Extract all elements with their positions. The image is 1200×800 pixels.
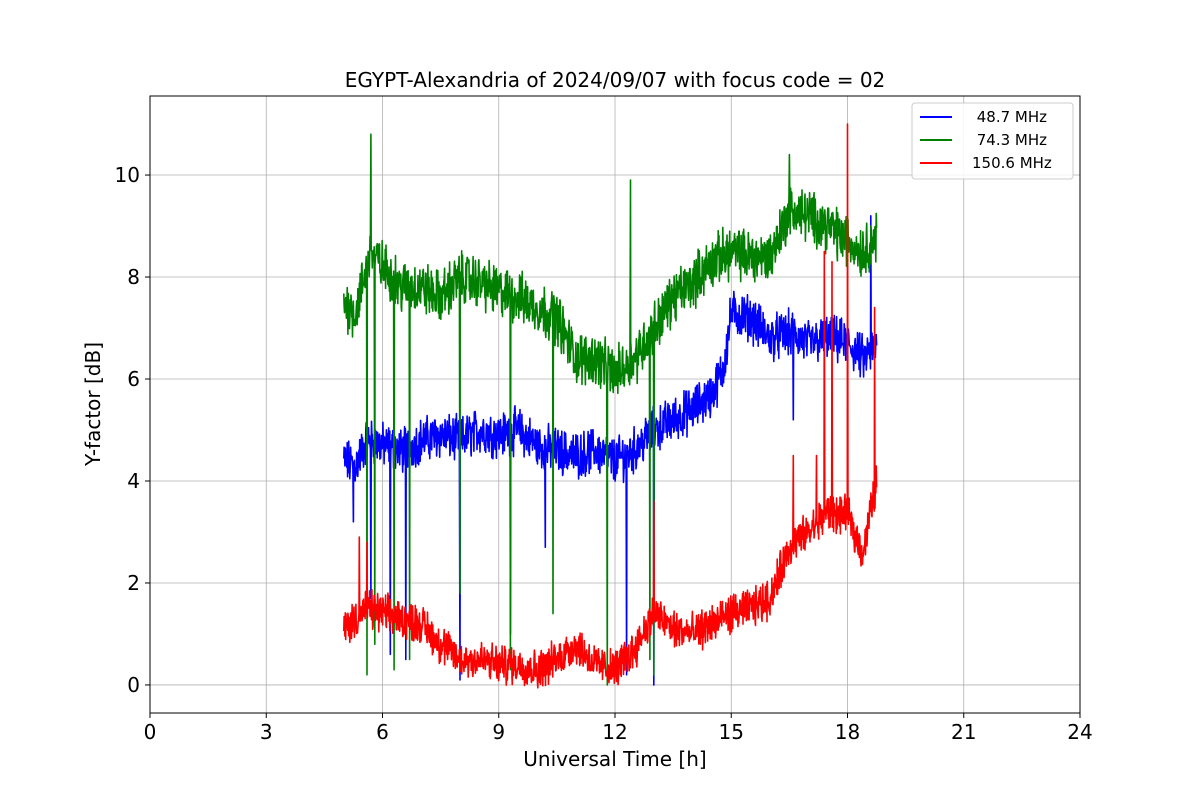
legend-box bbox=[911, 102, 1074, 180]
x-tick-label: 9 bbox=[492, 720, 505, 744]
series-line bbox=[343, 133, 878, 686]
series-line bbox=[343, 215, 878, 686]
x-tick-label: 6 bbox=[376, 720, 389, 744]
x-axis-label: Universal Time [h] bbox=[523, 747, 706, 771]
legend-label-74-3-mhz: 74.3 MHz bbox=[972, 131, 1047, 149]
chart-title: EGYPT-Alexandria of 2024/09/07 with focu… bbox=[345, 68, 886, 92]
data-series bbox=[343, 123, 878, 689]
y-axis-label: Y-factor [dB] bbox=[81, 342, 105, 467]
x-tick-label: 3 bbox=[260, 720, 273, 744]
legend: 48.7 MHz 74.3 MHz 150.6 MHz bbox=[911, 102, 1074, 180]
y-tick-label: 0 bbox=[127, 673, 140, 697]
y-tick-label: 2 bbox=[127, 571, 140, 595]
x-tick-label: 12 bbox=[602, 720, 627, 744]
x-tick-label: 18 bbox=[835, 720, 860, 744]
x-tick-label: 21 bbox=[951, 720, 976, 744]
legend-label-150-6-mhz: 150.6 MHz bbox=[972, 154, 1052, 172]
series-line bbox=[343, 123, 878, 689]
x-tick-label: 15 bbox=[719, 720, 744, 744]
x-tick-label: 0 bbox=[144, 720, 157, 744]
series-48-7-mhz bbox=[343, 215, 878, 686]
y-tick-label: 6 bbox=[127, 367, 140, 391]
y-tick-label: 8 bbox=[127, 265, 140, 289]
y-tick-label: 4 bbox=[127, 469, 140, 493]
series-150-6-mhz bbox=[343, 123, 878, 689]
series-74-3-mhz bbox=[343, 133, 878, 686]
legend-label-48-7-mhz: 48.7 MHz bbox=[972, 108, 1047, 126]
y-tick-label: 10 bbox=[115, 163, 140, 187]
x-tick-label: 24 bbox=[1067, 720, 1092, 744]
